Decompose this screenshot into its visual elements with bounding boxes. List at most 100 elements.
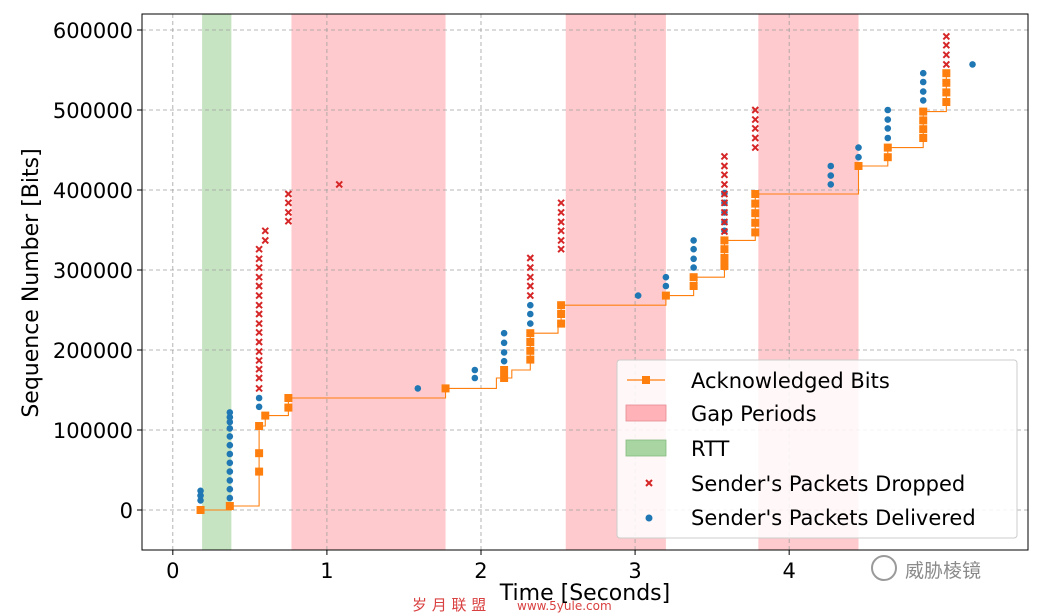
dropped-point [751, 143, 759, 152]
acked-point [261, 411, 270, 420]
legend-rtt-swatch [625, 439, 667, 457]
delivered-point [884, 116, 892, 123]
acked-point [751, 228, 760, 237]
dropped-point [751, 124, 759, 133]
acked-point [919, 107, 928, 116]
dropped-point [255, 374, 263, 382]
delivered-point [500, 339, 508, 347]
dropped-point [284, 217, 293, 225]
y-tick-label: 100000 [53, 419, 133, 443]
delivered-point [827, 162, 835, 170]
dropped-point [942, 60, 951, 69]
dropped-point [942, 51, 951, 59]
delivered-point [226, 450, 234, 458]
grid-lines [142, 14, 1028, 550]
legend-box [616, 359, 1018, 539]
site-watermark-url: www.5yule.com [517, 599, 612, 613]
delivered-point [226, 468, 234, 475]
acked-point [255, 467, 264, 476]
dropped-point [255, 356, 263, 365]
x-tick-label: 3 [628, 559, 641, 583]
gap-band [291, 14, 446, 550]
dropped-point [255, 319, 263, 328]
legend-acked-label: Acknowledged Bits [691, 369, 890, 393]
dropped-point [557, 199, 565, 207]
acked-point [942, 78, 951, 87]
delivered-point [500, 357, 508, 365]
legend-dropped-marker [645, 479, 653, 487]
legend-delivered-label: Sender's Packets Delivered [691, 506, 976, 530]
acked-point [196, 506, 205, 514]
dropped-point [255, 338, 263, 346]
dropped-point [526, 263, 535, 272]
delivered-point [690, 255, 697, 263]
delivered-point [526, 320, 534, 327]
acked-point [284, 394, 293, 402]
dropped-point [261, 227, 269, 235]
acked-point [500, 366, 509, 374]
axis-ticks: 0 1 2 3 4 0 100000 200000 300000 400000 500000 6000… [53, 19, 796, 583]
delivered-point [827, 181, 835, 188]
legend-acked-marker [642, 376, 650, 384]
acked-point [942, 69, 951, 78]
delivered-point [500, 329, 508, 337]
delivered-point [226, 418, 234, 426]
acked-point [557, 301, 566, 310]
delivered-point [919, 78, 927, 86]
dropped-point [255, 273, 263, 281]
acked-point [284, 403, 293, 412]
acked-point [255, 449, 264, 458]
acked-point [500, 374, 509, 382]
delivered-point [226, 485, 234, 493]
y-tick-label: 400000 [53, 179, 133, 203]
acked-point [942, 88, 951, 97]
legend-gap-label: Gap Periods [691, 402, 817, 426]
delivered-point [919, 97, 927, 104]
delivered-point [226, 433, 234, 440]
acked-point [689, 273, 698, 282]
delivered-point [471, 366, 479, 374]
y-tick-label: 500000 [53, 99, 133, 123]
delivered-point [255, 403, 263, 411]
acked-point [720, 236, 729, 245]
dropped-point [255, 384, 263, 393]
delivered-point [197, 487, 204, 495]
delivered-point [662, 282, 670, 290]
delivered-point [197, 492, 204, 499]
dropped-point [526, 291, 535, 300]
acked-point [942, 98, 951, 106]
dropped-point [720, 162, 729, 170]
wechat-watermark: 威胁棱镜 [871, 555, 981, 582]
dropped-point [255, 328, 263, 337]
dropped-point [255, 245, 263, 253]
delivered-point [526, 301, 534, 309]
rtt-band [202, 14, 232, 550]
dropped-point [255, 282, 263, 290]
dropped-point [557, 208, 565, 217]
acked-point [854, 162, 863, 170]
dropped-point [284, 208, 293, 217]
dropped-point [255, 347, 263, 356]
delivered-point [690, 245, 697, 253]
delivered-point [500, 349, 508, 356]
delivered-point [226, 477, 234, 484]
legend: Acknowledged Bits Gap Periods RTT Sender… [616, 359, 1018, 539]
dropped-point [557, 227, 565, 235]
acked-point [441, 384, 450, 393]
x-tick-label: 4 [782, 559, 795, 583]
acked-point [526, 346, 535, 355]
series-layer [196, 32, 976, 514]
legend-dropped-label: Sender's Packets Dropped [691, 472, 965, 496]
dropped-point [557, 218, 565, 226]
acked-step-line [200, 73, 947, 511]
delivered-point [226, 409, 234, 416]
dropped-point [751, 115, 759, 124]
wechat-logo-icon [871, 555, 897, 581]
dropped-point [942, 32, 951, 41]
site-watermark-cn: 岁 月 联 盟 [412, 596, 486, 613]
delivered-point [226, 441, 234, 449]
x-tick-label: 2 [474, 559, 487, 583]
dropped-point [255, 301, 263, 309]
acked-point [751, 199, 760, 208]
